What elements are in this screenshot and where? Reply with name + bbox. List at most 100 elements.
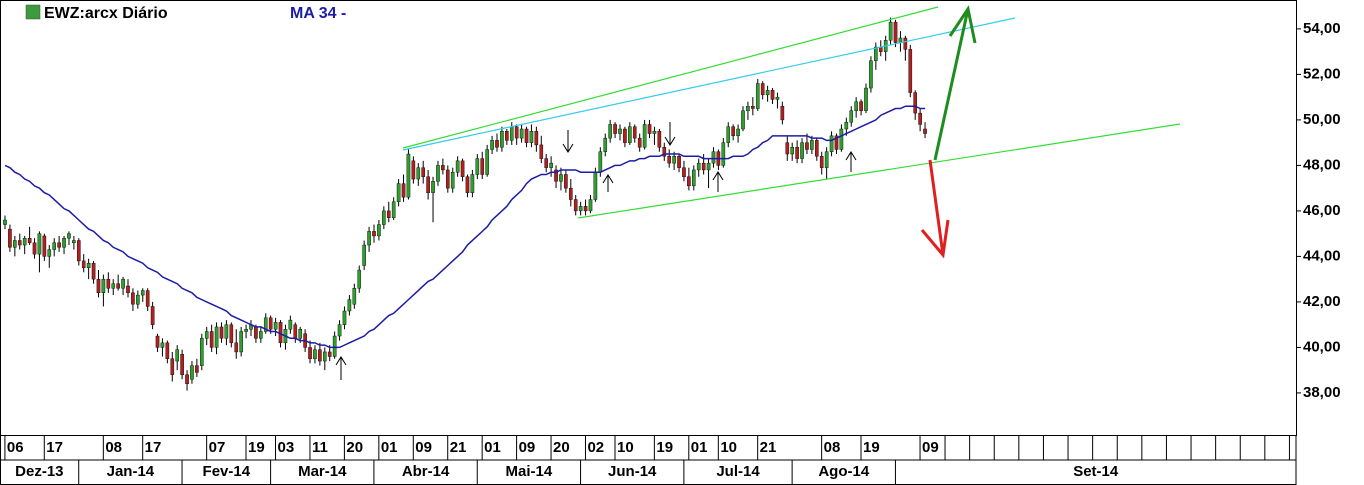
x-tick-label: 09 [415, 439, 432, 456]
candle-body [195, 365, 199, 373]
candle-body [652, 131, 657, 134]
y-tick-label: 46,00 [1303, 202, 1341, 219]
y-tick-label: 54,00 [1303, 20, 1341, 37]
candle-body [81, 260, 86, 268]
candle-body [923, 128, 927, 134]
candle-body [475, 158, 480, 175]
x-tick-label: 01 [691, 439, 708, 456]
candle-body [323, 351, 327, 362]
candle-body [37, 233, 42, 255]
arrow-up [602, 174, 614, 192]
symbol-icon [25, 4, 41, 20]
month-label: Jan-14 [107, 463, 155, 480]
trend-line [402, 6, 939, 149]
candle-body [805, 142, 809, 150]
candle-body [628, 126, 632, 143]
x-tick-label: 19 [656, 439, 673, 456]
candle-body [647, 124, 652, 134]
candle-body [657, 131, 662, 148]
candle-body [903, 37, 908, 50]
candle-body [150, 306, 155, 325]
trend-lines [402, 6, 1181, 219]
candle-body [908, 49, 913, 93]
candle-body [288, 319, 293, 330]
month-label: Ago-14 [818, 463, 869, 480]
candle-body [308, 347, 312, 359]
arrow-up [845, 151, 857, 172]
month-label: Fev-14 [203, 463, 251, 480]
candle-body [682, 167, 686, 177]
candle-body [337, 324, 342, 337]
candle-body [32, 242, 37, 255]
candle-body [642, 124, 647, 148]
candle-body [701, 162, 706, 171]
candle-body [382, 210, 386, 225]
x-tick-label: 09 [519, 439, 536, 456]
candle-body [839, 128, 844, 150]
candle-body [746, 106, 750, 111]
candle-body [106, 278, 111, 289]
candle-body [386, 210, 391, 218]
month-label: Mai-14 [506, 463, 553, 480]
candle-body [313, 349, 317, 359]
candle-body [608, 124, 612, 139]
candle-body [854, 101, 858, 111]
x-tick-label: 20 [553, 439, 570, 456]
month-label: Abr-14 [402, 463, 450, 480]
y-tick-label: 42,00 [1303, 293, 1341, 310]
candle-body [874, 46, 878, 61]
candle-body [480, 158, 485, 175]
candle-body [116, 283, 120, 289]
candle-body [869, 60, 873, 89]
candle-body [918, 112, 922, 125]
signal-arrows [335, 122, 857, 380]
candle-body [741, 110, 745, 130]
candle-body [140, 290, 145, 296]
candle-body [131, 292, 135, 305]
candle-body [598, 151, 603, 173]
candle-body [751, 106, 755, 109]
candle-body [731, 126, 735, 137]
candle-body [165, 342, 170, 359]
candle-body [96, 278, 101, 294]
candle-body [819, 156, 824, 168]
candle-body [618, 128, 622, 134]
candle-body [450, 172, 455, 189]
candle-body [47, 249, 52, 257]
candle-body [509, 126, 514, 141]
candle-body [549, 162, 553, 168]
x-tick-label: 03 [278, 439, 295, 456]
header: EWZ:arcx Diário MA 34 - [25, 4, 346, 22]
x-tick-label: 10 [720, 439, 737, 456]
candle-body [569, 187, 573, 200]
candle-body [3, 219, 7, 225]
candle-body [770, 90, 775, 100]
trend-line [402, 17, 1016, 151]
candle-body [726, 126, 731, 143]
candle-body [229, 324, 234, 344]
candle-body [795, 146, 799, 159]
candle-body [357, 269, 362, 289]
candle-body [170, 358, 175, 375]
x-tick-label: 06 [7, 439, 24, 456]
candle-body [327, 351, 332, 357]
candle-body [401, 183, 406, 198]
candle-body [460, 160, 465, 177]
candle-body [391, 201, 396, 218]
plot-frame [0, 0, 1297, 436]
candle-body [810, 140, 814, 150]
candle-body [446, 169, 450, 189]
candle-body [91, 263, 96, 280]
x-tick-label: 07 [209, 439, 226, 456]
candle-body [111, 283, 116, 289]
candle-body [372, 231, 376, 237]
candle-body [214, 326, 219, 348]
candle-body [775, 96, 780, 100]
candle-body [588, 199, 593, 212]
x-tick-label: 10 [617, 439, 634, 456]
candle-body [539, 144, 544, 159]
y-tick-label: 38,00 [1303, 384, 1341, 401]
candle-body [554, 169, 558, 182]
projection-arrows [920, 5, 977, 259]
